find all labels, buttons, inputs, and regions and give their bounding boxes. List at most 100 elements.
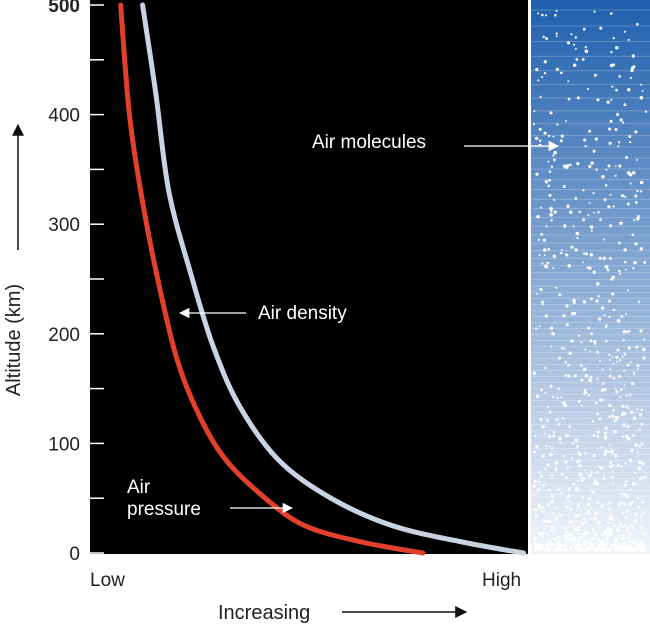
- air-molecule-dot: [589, 489, 592, 492]
- air-molecule-dot: [568, 500, 571, 503]
- air-molecule-dot: [565, 534, 569, 539]
- air-molecule-dot: [535, 172, 539, 176]
- air-molecule-dot: [539, 95, 542, 99]
- air-molecule-dot: [544, 432, 547, 435]
- air-molecule-dot: [599, 359, 602, 363]
- air-molecule-dot: [628, 329, 631, 333]
- air-molecule-dot: [561, 548, 565, 552]
- air-density-curve: [140, 2, 527, 556]
- air-molecule-dot: [593, 211, 596, 214]
- air-molecule-dot: [595, 471, 599, 474]
- air-molecule-dot: [634, 242, 638, 246]
- air-molecule-dot: [538, 505, 542, 509]
- air-molecule-dot: [545, 532, 548, 535]
- air-molecule-dot: [628, 541, 631, 544]
- air-molecule-dot: [584, 512, 587, 515]
- air-molecule-dot: [537, 12, 540, 15]
- air-molecule-dot: [619, 465, 623, 468]
- air-molecule-dot: [587, 509, 590, 513]
- air-molecule-dot: [604, 265, 609, 269]
- air-molecule-dot: [616, 348, 620, 352]
- air-molecule-dot: [543, 254, 546, 257]
- air-molecule-dot: [597, 538, 601, 542]
- air-molecule-dot: [598, 317, 602, 321]
- air-molecule-dot: [630, 382, 635, 386]
- air-molecule-dot: [560, 472, 565, 476]
- air-molecule-dot: [580, 521, 584, 524]
- air-molecule-dot: [621, 355, 624, 358]
- air-molecule-dot: [616, 527, 620, 530]
- air-molecule-dot: [572, 442, 575, 445]
- air-molecule-dot: [559, 514, 562, 517]
- air-molecule-dot: [588, 201, 591, 204]
- air-molecule-dot: [620, 548, 624, 552]
- air-molecule-dot: [631, 482, 635, 486]
- air-molecule-dot: [640, 408, 644, 412]
- air-molecule-dot: [539, 287, 543, 291]
- air-molecule-dot: [611, 355, 614, 358]
- y-tick-label: 300: [48, 215, 80, 236]
- air-molecule-dot: [593, 517, 597, 521]
- air-molecule-dot: [553, 548, 556, 551]
- air-molecule-dot: [610, 543, 614, 547]
- air-molecule-dot: [549, 206, 553, 211]
- air-molecule-dot: [576, 96, 580, 100]
- air-molecule-dot: [632, 171, 636, 175]
- air-molecule-dot: [644, 110, 648, 113]
- x-axis-label: Increasing: [218, 602, 310, 624]
- air-molecule-dot: [572, 542, 577, 547]
- air-molecule-dot: [574, 248, 578, 252]
- air-molecule-dot: [619, 221, 623, 226]
- air-molecule-dot: [600, 306, 605, 310]
- air-molecule-dot: [624, 480, 628, 483]
- air-molecule-dot: [541, 76, 544, 79]
- air-molecule-dot: [547, 134, 551, 138]
- air-molecule-dot: [593, 478, 597, 482]
- air-molecule-dot: [554, 517, 558, 522]
- air-molecule-dot: [606, 100, 610, 104]
- air-molecule-dot: [608, 403, 612, 408]
- air-molecule-dot: [595, 481, 599, 484]
- air-molecule-dot: [598, 465, 601, 468]
- air-molecule-dot: [603, 453, 607, 456]
- air-molecule-dot: [626, 436, 631, 441]
- air-molecule-dot: [542, 35, 545, 39]
- air-molecule-dot: [535, 394, 540, 399]
- air-molecule-dot: [582, 27, 586, 31]
- air-molecule-dot: [574, 47, 577, 50]
- air-molecule-dot: [611, 85, 614, 88]
- air-molecule-dot: [569, 545, 573, 549]
- air-molecule-dot: [576, 479, 580, 483]
- air-molecule-dot: [596, 412, 599, 416]
- air-molecule-dot: [590, 508, 593, 511]
- air-molecule-dot: [554, 461, 559, 465]
- air-molecule-dot: [591, 420, 595, 423]
- air-molecule-dot: [577, 537, 581, 541]
- air-molecule-dot: [625, 405, 628, 408]
- air-molecule-dot: [642, 347, 646, 352]
- air-molecule-dot: [612, 464, 614, 467]
- air-molecule-dot: [568, 521, 571, 524]
- air-molecule-dot: [563, 543, 567, 548]
- air-molecule-dot: [554, 467, 558, 471]
- air-molecule-dot: [643, 475, 647, 478]
- air-molecule-dot: [542, 519, 546, 523]
- air-molecule-dot: [616, 360, 618, 363]
- air-molecule-dot: [634, 472, 637, 475]
- air-molecule-dot: [634, 541, 637, 545]
- air-molecule-dot: [634, 130, 638, 134]
- air-molecule-dot: [579, 514, 582, 517]
- air-molecule-dot: [625, 494, 629, 498]
- air-molecule-dot: [580, 341, 583, 344]
- air-molecule-dot: [585, 530, 589, 535]
- air-molecule-dot: [631, 539, 635, 543]
- air-molecule-dot: [564, 537, 568, 541]
- air-molecule-dot: [582, 218, 586, 222]
- air-molecule-dot: [636, 545, 640, 549]
- air-molecule-dot: [533, 110, 536, 113]
- air-molecule-dot: [632, 433, 635, 437]
- air-molecule-dot: [590, 332, 594, 336]
- air-molecule-dot: [564, 120, 567, 122]
- air-molecule-dot: [535, 444, 539, 449]
- air-molecule-dot: [622, 502, 626, 506]
